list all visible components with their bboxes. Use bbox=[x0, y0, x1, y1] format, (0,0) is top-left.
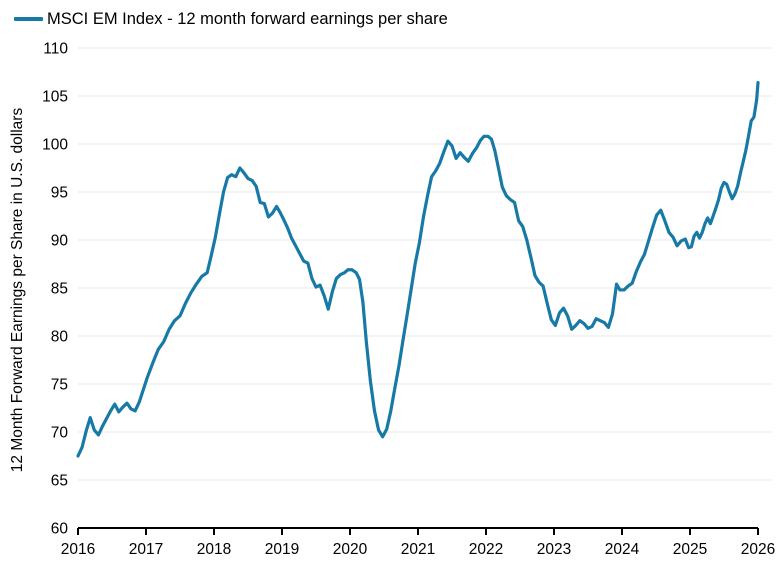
series-line-1 bbox=[76, 80, 760, 458]
y-tick-label: 80 bbox=[51, 329, 69, 346]
x-tick-label: 2020 bbox=[333, 541, 368, 558]
y-tick-label: 95 bbox=[51, 185, 68, 202]
x-tick-label: 2026 bbox=[741, 541, 775, 558]
x-axis-line-group bbox=[77, 527, 759, 535]
x-tick-label: 2022 bbox=[469, 541, 503, 558]
y-tick-label: 60 bbox=[51, 521, 69, 538]
legend-label-series-1: MSCI EM Index - 12 month forward earning… bbox=[47, 9, 448, 28]
y-tick-label: 90 bbox=[51, 233, 69, 250]
x-tick-label: 2023 bbox=[537, 541, 571, 558]
chart-legend: MSCI EM Index - 12 month forward earning… bbox=[14, 7, 448, 31]
series-paths-group bbox=[76, 80, 760, 458]
y-tick-label: 85 bbox=[51, 281, 68, 298]
y-tick-label: 65 bbox=[51, 473, 68, 490]
x-tick-label: 2016 bbox=[61, 541, 95, 558]
y-axis-title: 12 Month Forward Earnings per Share in U… bbox=[9, 108, 26, 473]
x-tick-label: 2018 bbox=[197, 541, 231, 558]
y-tick-label: 70 bbox=[51, 425, 69, 442]
y-tick-label: 105 bbox=[42, 89, 68, 106]
y-axis-tick-labels: 60 65 70 75 80 85 90 95 100 105 110 bbox=[42, 41, 68, 538]
x-tick-label: 2021 bbox=[401, 541, 435, 558]
x-tick-label: 2019 bbox=[265, 541, 299, 558]
x-axis-tick-labels: 2016 2017 2018 2019 2020 2021 2022 2023 2024 2025… bbox=[61, 541, 775, 558]
legend-color-swatch bbox=[14, 17, 43, 21]
y-tick-label: 100 bbox=[42, 137, 68, 154]
x-tick-label: 2024 bbox=[605, 541, 640, 558]
y-tick-label: 75 bbox=[51, 377, 68, 394]
x-tick-label: 2017 bbox=[129, 541, 163, 558]
x-tick-label: 2025 bbox=[673, 541, 707, 558]
y-tick-label: 110 bbox=[43, 41, 68, 58]
gridlines-group bbox=[78, 47, 772, 481]
